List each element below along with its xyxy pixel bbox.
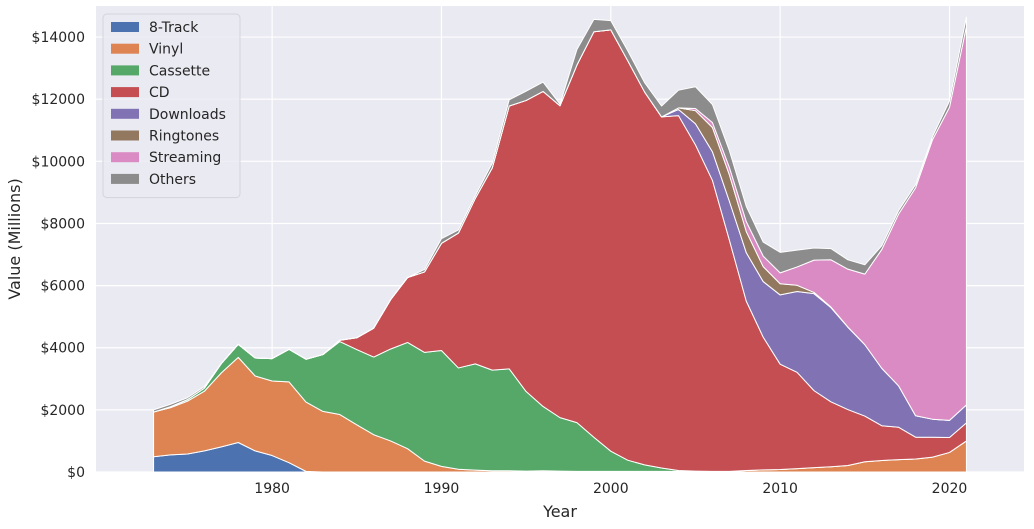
x-tick-label: 1990: [424, 481, 460, 497]
legend-label-vinyl: Vinyl: [149, 42, 183, 58]
area-series-group: [153, 16, 967, 473]
legend-swatch-streaming: [111, 152, 139, 163]
x-axis-ticks: 1980 1990 2000 2010 2020: [254, 481, 967, 497]
legend-swatch-downloads: [111, 108, 139, 119]
x-axis-label: Year: [542, 502, 577, 521]
y-axis-label: Value (Millions): [5, 178, 24, 299]
legend-swatch-8-track: [111, 22, 139, 32]
legend-label-streaming: Streaming: [149, 150, 221, 166]
legend-box: [102, 13, 241, 199]
y-axis-ticks: $0 $2000 $4000 $6000 $8000 $10000 $12000 $14000: [32, 30, 85, 481]
legend: 8-Track Vinyl Cassette CD Downloads Ringtones…: [102, 13, 241, 199]
legend-swatch-ringtones: [111, 130, 139, 141]
x-tick-label: 2020: [932, 481, 968, 497]
legend-label-8-track: 8-Track: [149, 20, 199, 36]
legend-swatch-others: [111, 173, 139, 184]
y-tick-label: $2000: [40, 403, 85, 419]
y-tick-label: $0: [67, 465, 85, 481]
y-tick-label: $6000: [40, 279, 85, 295]
legend-label-cd: CD: [149, 85, 170, 101]
y-tick-label: $4000: [40, 341, 85, 357]
x-tick-label: 2000: [593, 481, 629, 497]
legend-swatch-vinyl: [111, 43, 139, 54]
legend-swatch-cassette: [111, 65, 139, 76]
legend-label-downloads: Downloads: [149, 107, 226, 123]
y-tick-label: $14000: [32, 30, 85, 46]
legend-label-ringtones: Ringtones: [149, 129, 219, 145]
x-tick-label: 2010: [762, 481, 798, 497]
legend-swatch-cd: [111, 87, 139, 98]
y-tick-label: $10000: [32, 154, 85, 170]
legend-label-others: Others: [149, 172, 196, 188]
y-tick-label: $8000: [40, 216, 85, 232]
area-others: [153, 16, 967, 413]
y-tick-label: $12000: [32, 92, 85, 108]
legend-label-cassette: Cassette: [149, 63, 210, 79]
x-tick-label: 1980: [254, 481, 290, 497]
